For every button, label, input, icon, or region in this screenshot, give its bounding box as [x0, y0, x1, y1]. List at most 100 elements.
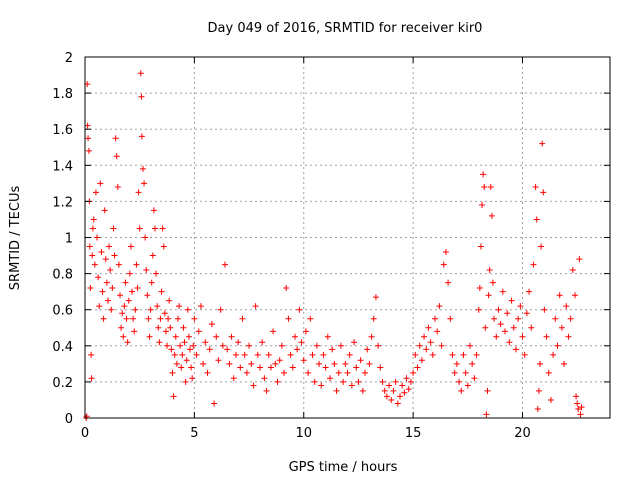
data-point	[412, 351, 419, 358]
data-point	[228, 333, 235, 340]
data-point	[246, 342, 253, 349]
x-axis-ticks: 0 5 10 15 20	[81, 57, 531, 441]
data-point	[480, 171, 487, 178]
data-point	[292, 333, 298, 340]
data-point	[375, 342, 382, 349]
data-point	[276, 357, 283, 364]
data-point	[153, 270, 160, 277]
data-point	[254, 351, 261, 358]
data-point	[300, 357, 307, 364]
data-point	[88, 375, 95, 382]
data-point	[521, 351, 528, 358]
data-point	[462, 369, 469, 376]
data-point	[563, 303, 570, 310]
y-tick-label: 0.2	[52, 376, 73, 391]
data-point	[436, 303, 443, 310]
data-point	[423, 346, 430, 353]
data-point	[104, 297, 111, 304]
y-tick-label: 2	[65, 51, 73, 66]
x-tick-label: 20	[514, 426, 531, 441]
data-point	[97, 180, 104, 187]
data-point	[528, 324, 535, 331]
data-point	[329, 346, 336, 353]
data-point	[479, 202, 486, 209]
data-point	[211, 400, 218, 407]
data-point	[248, 360, 255, 367]
data-point	[491, 315, 498, 322]
data-point	[283, 285, 290, 292]
data-point	[388, 396, 395, 403]
data-point	[278, 342, 285, 349]
data-point	[197, 303, 204, 310]
data-point	[160, 243, 167, 250]
data-point	[159, 225, 166, 232]
data-point	[259, 339, 266, 346]
data-point	[96, 303, 103, 310]
data-point	[188, 364, 195, 371]
data-point	[377, 364, 384, 371]
data-point	[421, 333, 428, 340]
data-point	[554, 342, 561, 349]
data-point	[86, 243, 93, 250]
data-point	[158, 288, 165, 295]
data-point	[434, 328, 441, 335]
data-point	[575, 405, 582, 412]
data-point	[533, 216, 540, 223]
data-point	[366, 360, 373, 367]
data-point	[335, 369, 342, 376]
data-point	[185, 333, 192, 340]
y-tick-label: 1.8	[52, 87, 73, 102]
y-axis-ticks: 0 0.2 0.4 0.6 0.8 1 1.2 1.4 1.6 1.8 2	[52, 51, 610, 427]
data-point	[193, 351, 200, 358]
data-point	[535, 387, 542, 394]
data-point	[399, 382, 406, 389]
data-point	[138, 133, 145, 140]
y-tick-label: 0.8	[52, 268, 73, 283]
data-point	[250, 382, 257, 389]
chart-title: Day 049 of 2016, SRMTID for receiver kir…	[208, 21, 483, 36]
data-point	[141, 180, 148, 187]
data-point	[359, 387, 366, 394]
data-point	[532, 183, 539, 190]
data-point	[362, 369, 368, 376]
data-point	[113, 153, 120, 160]
data-point	[132, 306, 139, 313]
y-tick-label: 0.6	[52, 304, 73, 319]
data-point	[89, 252, 96, 259]
data-point	[519, 333, 526, 340]
data-point	[89, 225, 96, 232]
data-point	[179, 351, 186, 358]
data-point	[392, 378, 399, 385]
data-point	[355, 378, 362, 385]
data-point	[331, 360, 338, 367]
data-point	[173, 360, 180, 367]
data-point	[232, 351, 239, 358]
y-tick-label: 1.2	[52, 195, 73, 210]
data-point	[497, 321, 504, 328]
data-point	[87, 285, 94, 292]
data-point	[155, 324, 162, 331]
data-point	[133, 261, 140, 268]
x-tick-label: 0	[81, 426, 89, 441]
data-point	[222, 261, 228, 268]
y-tick-label: 1.6	[52, 123, 73, 138]
data-point	[364, 346, 371, 353]
data-point	[298, 339, 305, 346]
data-point	[302, 328, 309, 335]
data-point	[482, 324, 489, 331]
data-point	[119, 310, 126, 317]
data-point	[453, 360, 460, 367]
data-point	[176, 303, 183, 310]
data-point	[432, 315, 438, 322]
data-point	[401, 389, 408, 396]
data-point	[545, 369, 552, 376]
data-point	[538, 243, 545, 250]
data-point	[327, 375, 333, 382]
data-point	[552, 315, 559, 322]
data-point	[123, 315, 130, 322]
data-point	[90, 216, 97, 223]
data-point	[91, 261, 98, 268]
data-point	[213, 333, 220, 340]
